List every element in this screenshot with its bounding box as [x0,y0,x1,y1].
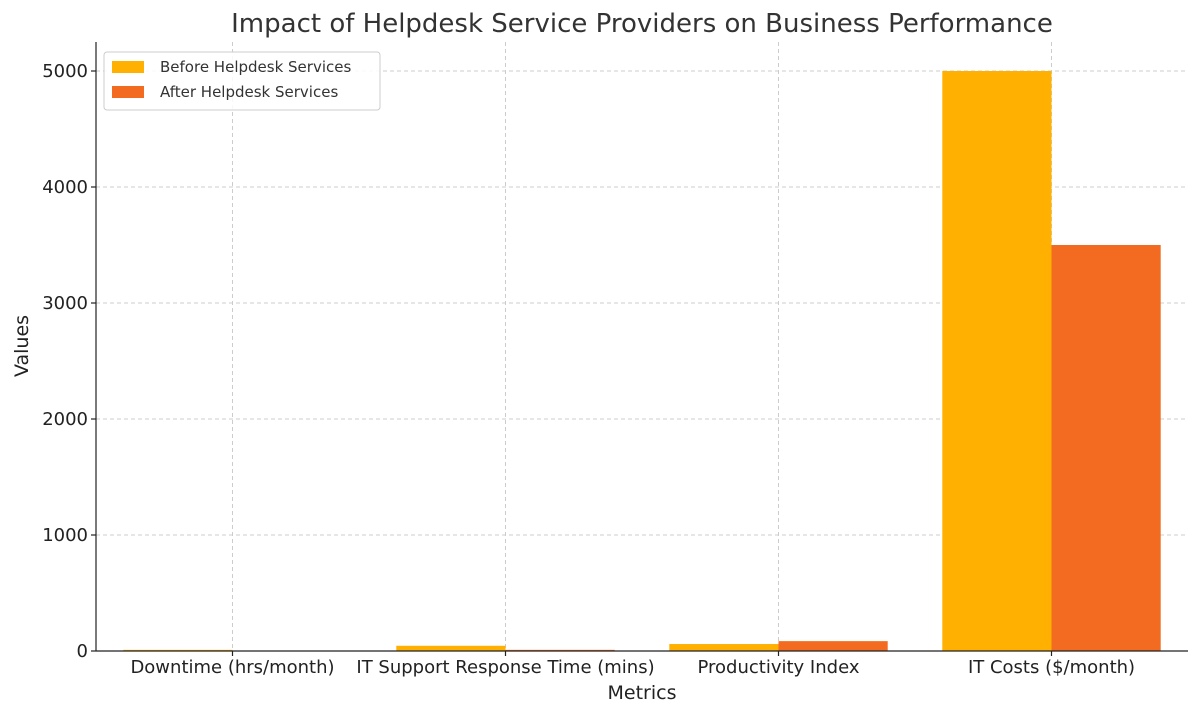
y-tick-label: 4000 [42,177,88,198]
bar [396,645,506,651]
legend-box [103,51,381,111]
bar [942,71,1052,651]
legend-swatch [112,86,144,98]
x-tick-label: IT Costs ($/month) [968,657,1135,678]
legend: Before Helpdesk Services After Helpdesk S… [103,51,381,111]
x-tick-label: Productivity Index [698,657,860,678]
y-axis-label: Values [11,315,33,377]
y-tick-label: 0 [77,641,88,662]
x-tick-label: IT Support Response Time (mins) [356,657,654,678]
legend-swatch [112,61,144,73]
x-tick-label: Downtime (hrs/month) [130,657,334,678]
chart-title: Impact of Helpdesk Service Providers on … [231,9,1053,39]
legend-label: After Helpdesk Services [160,83,338,101]
bar [778,641,888,651]
y-tick-label: 2000 [42,409,88,430]
y-tick-label: 5000 [42,61,88,82]
axes-layer [95,42,1188,652]
bar [1051,245,1161,651]
y-tick-label: 1000 [42,525,88,546]
bar [669,644,779,651]
legend-label: Before Helpdesk Services [160,58,351,76]
x-axis-label: Metrics [608,682,677,704]
ticks-layer: 0 1000 2000 3000 4000 5000 Downtime (hrs/month… [42,61,1135,678]
y-tick-label: 3000 [42,293,88,314]
bars-layer [123,71,1161,652]
